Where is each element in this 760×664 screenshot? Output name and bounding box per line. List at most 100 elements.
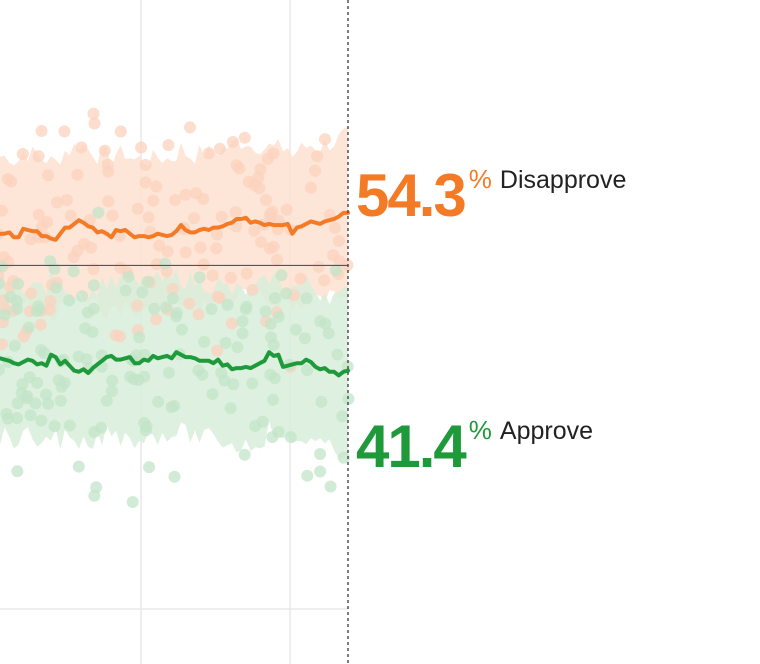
approve-poll-dot bbox=[76, 290, 88, 303]
disapprove-poll-dot bbox=[87, 107, 100, 120]
approve-poll-dot bbox=[236, 327, 249, 340]
approve-poll-dot bbox=[315, 395, 328, 408]
disapprove-poll-dot bbox=[224, 271, 237, 284]
disapprove-poll-dot bbox=[179, 188, 192, 201]
approve-poll-dot bbox=[280, 287, 293, 300]
approve-poll-dot bbox=[31, 376, 44, 389]
disapprove-poll-dot bbox=[51, 196, 64, 209]
disapprove-poll-dot bbox=[179, 246, 192, 259]
approve-poll-dot bbox=[92, 206, 105, 219]
approve-poll-dot bbox=[87, 279, 100, 292]
approve-poll-dot bbox=[324, 480, 337, 493]
approve-poll-dot bbox=[48, 420, 61, 433]
approve-poll-dot bbox=[160, 301, 172, 314]
disapprove-poll-dot bbox=[150, 180, 163, 193]
approve-poll-dot bbox=[314, 315, 327, 328]
disapprove-poll-dot bbox=[16, 148, 29, 160]
disapprove-poll-dot bbox=[311, 150, 324, 163]
disapprove-poll-dot bbox=[102, 195, 115, 208]
disapprove-poll-dot bbox=[139, 176, 152, 189]
approve-poll-dot bbox=[11, 397, 24, 410]
approve-poll-dot bbox=[236, 315, 249, 328]
disapprove-poll-dot bbox=[162, 139, 175, 152]
disapprove-poll-dot bbox=[114, 261, 127, 274]
approve-poll-dot bbox=[106, 385, 118, 397]
disapprove-poll-dot bbox=[309, 164, 322, 177]
approve-poll-dot bbox=[337, 451, 350, 464]
disapprove-poll-dot bbox=[36, 220, 49, 233]
disapprove-poll-dot bbox=[101, 158, 114, 171]
approve-poll-dot bbox=[168, 399, 181, 412]
approve-poll-dot bbox=[1, 412, 14, 425]
approve-poll-dot bbox=[148, 302, 161, 315]
disapprove-poll-dot bbox=[25, 287, 38, 300]
approve-poll-dot bbox=[264, 318, 277, 330]
approve-poll-dot bbox=[72, 460, 85, 473]
disapprove-poll-dot bbox=[248, 224, 261, 237]
disapprove-poll-dot bbox=[318, 274, 331, 287]
approve-poll-dot bbox=[81, 306, 94, 319]
approve-poll-dot bbox=[284, 431, 297, 444]
disapprove-poll-dot bbox=[60, 194, 73, 207]
approve-poll-dot bbox=[54, 394, 67, 407]
approve-poll-dot bbox=[40, 388, 52, 401]
disapprove-poll-dot bbox=[1, 173, 14, 186]
approve-poll-dot bbox=[0, 277, 5, 290]
disapprove-poll-dot bbox=[32, 150, 45, 163]
approve-poll-dot bbox=[239, 303, 252, 316]
approve-poll-dot bbox=[72, 350, 85, 363]
disapprove-poll-dot bbox=[194, 241, 207, 254]
disapprove-poll-dot bbox=[0, 338, 8, 351]
approve-poll-dot bbox=[86, 326, 99, 339]
approve-poll-dot bbox=[246, 377, 259, 390]
approve-poll-dot bbox=[205, 303, 218, 316]
disapprove-poll-dot bbox=[263, 242, 276, 255]
approve-poll-dot bbox=[221, 298, 234, 311]
approve-poll-dot bbox=[119, 284, 132, 297]
approve-poll-dot bbox=[152, 395, 165, 408]
approve-poll-dot bbox=[192, 364, 205, 377]
approve-poll-dot bbox=[266, 431, 279, 444]
disapprove-poll-dot bbox=[150, 313, 163, 326]
disapprove-poll-dot bbox=[211, 344, 224, 357]
disapprove-poll-dot bbox=[34, 318, 47, 331]
disapprove-poll-dot bbox=[304, 181, 317, 194]
disapprove-poll-dot bbox=[87, 263, 100, 276]
disapprove-readout: 54.3 % Disapprove bbox=[356, 166, 626, 226]
approve-poll-dot bbox=[35, 414, 48, 427]
approve-poll-dot bbox=[301, 469, 314, 482]
approve-poll-dot bbox=[106, 374, 119, 387]
approve-poll-dot bbox=[314, 448, 327, 460]
approve-poll-dot bbox=[133, 331, 146, 344]
approve-poll-dot bbox=[50, 281, 62, 294]
trend-lines bbox=[0, 210, 350, 378]
approve-poll-dot bbox=[259, 305, 272, 318]
disapprove-poll-dot bbox=[267, 147, 280, 160]
disapprove-poll-dot bbox=[255, 235, 267, 248]
disapprove-trend-line bbox=[0, 210, 350, 242]
approve-value: 41.4 bbox=[356, 413, 467, 480]
disapprove-poll-dot bbox=[192, 308, 205, 321]
disapprove-poll-dot bbox=[197, 192, 210, 205]
approve-poll-dot bbox=[336, 410, 349, 423]
disapprove-poll-dot bbox=[210, 242, 223, 255]
approve-poll-dot bbox=[48, 262, 61, 275]
disapprove-poll-dot bbox=[43, 303, 56, 316]
approve-readout: 41.4 % Approve bbox=[356, 417, 593, 477]
disapprove-poll-dot bbox=[98, 144, 111, 157]
disapprove-poll-dot bbox=[238, 131, 251, 144]
disapprove-poll-dot bbox=[71, 168, 84, 181]
approve-poll-dot bbox=[159, 257, 172, 270]
approve-percent-sign: % bbox=[468, 415, 492, 445]
disapprove-poll-dot bbox=[142, 211, 155, 224]
disapprove-poll-dot bbox=[271, 253, 283, 266]
approve-poll-dot bbox=[0, 260, 8, 273]
approve-poll-dot bbox=[22, 321, 35, 334]
disapprove-poll-dot bbox=[131, 299, 144, 312]
disapprove-poll-dot bbox=[113, 230, 126, 242]
approve-poll-dot bbox=[289, 323, 302, 336]
approve-poll-dot bbox=[268, 372, 281, 385]
approve-poll-dot bbox=[8, 339, 21, 352]
disapprove-poll-dot bbox=[109, 329, 122, 342]
